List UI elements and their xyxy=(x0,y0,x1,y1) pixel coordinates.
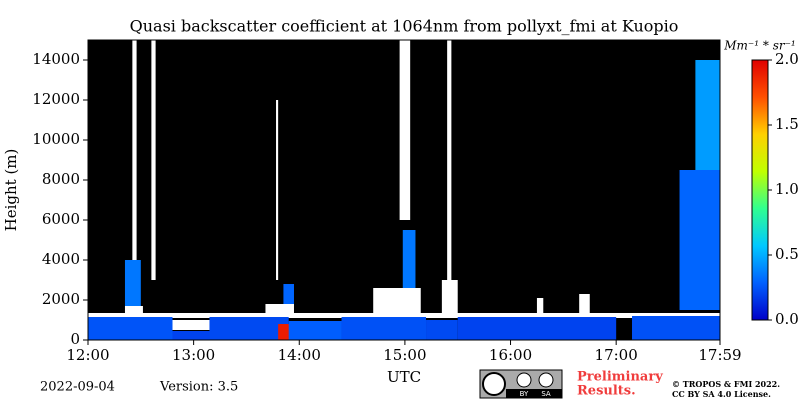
colorbar xyxy=(751,59,769,321)
heatmap-cell xyxy=(341,317,427,340)
x-axis-label: UTC xyxy=(387,368,421,386)
heatmap-cell xyxy=(283,284,294,304)
heatmap-cell xyxy=(426,320,458,340)
heatmap-cell xyxy=(209,317,289,340)
badge-by: BY xyxy=(520,390,529,398)
heatmap-cell xyxy=(632,316,720,340)
heatmap-cell xyxy=(124,260,141,306)
y-axis-label: Height (m) xyxy=(2,149,20,232)
by-icon xyxy=(516,372,532,388)
colorbar-tick-label: 0.0 xyxy=(775,310,799,328)
date: 2022-09-04 xyxy=(40,380,115,395)
masked-region xyxy=(399,40,411,220)
masked-region xyxy=(124,306,143,316)
heatmap-cell xyxy=(695,60,720,170)
colorbar-tick-label: 1.5 xyxy=(775,115,799,133)
y-tick-label: 4000 xyxy=(42,250,80,268)
y-tick-label: 8000 xyxy=(42,170,80,188)
x-tick-label: 13:00 xyxy=(172,346,215,364)
masked-region xyxy=(151,40,156,280)
x-tick-label: 14:00 xyxy=(278,346,321,364)
y-tick-label: 2000 xyxy=(42,290,80,308)
masked-region xyxy=(536,298,544,316)
colorbar-tick-label: 1.0 xyxy=(775,180,799,198)
license-badge: BY SA xyxy=(479,369,563,399)
preliminary-text: Results. xyxy=(577,384,636,399)
heatmap-cell xyxy=(679,170,720,310)
heatmap-cell xyxy=(88,317,173,340)
heatmap-cell xyxy=(172,331,210,340)
badge-strip xyxy=(506,389,562,398)
y-tick-label: 10000 xyxy=(32,130,80,148)
y-tick-label: 12000 xyxy=(32,90,80,108)
masked-region xyxy=(579,294,590,316)
masked-region xyxy=(441,280,458,316)
cc-logo xyxy=(482,372,506,396)
masked-region xyxy=(172,320,215,330)
badge-sa: SA xyxy=(541,390,551,398)
version: Version: 3.5 xyxy=(159,380,238,395)
heatmap-cell xyxy=(457,317,617,340)
x-tick-label: 17:00 xyxy=(595,346,638,364)
y-tick-label: 0 xyxy=(70,330,80,348)
heatmap-cell xyxy=(288,321,342,340)
sa-icon xyxy=(538,372,554,388)
x-tick-label: 15:00 xyxy=(383,346,426,364)
masked-region xyxy=(276,100,279,280)
x-tick-label: 12:00 xyxy=(66,346,109,364)
colorbar-label: Mm⁻¹ * sr⁻¹ xyxy=(723,39,795,53)
copyright: © TROPOS & FMI 2022. xyxy=(672,379,780,389)
chart-title: Quasi backscatter coefficient at 1064nm … xyxy=(130,17,679,36)
colorbar-tick-label: 2.0 xyxy=(775,50,799,68)
y-tick-label: 14000 xyxy=(32,50,80,68)
masked-region xyxy=(373,288,421,316)
x-tick-label: 16:00 xyxy=(489,346,532,364)
masked-region xyxy=(447,40,452,280)
license: CC BY SA 4.0 License. xyxy=(672,389,771,399)
masked-region xyxy=(265,304,294,316)
masked-region xyxy=(132,40,137,290)
preliminary-text: Preliminary xyxy=(577,370,663,385)
y-tick-label: 6000 xyxy=(42,210,80,228)
heatmap-cell xyxy=(278,324,291,340)
heatmap-cell xyxy=(402,230,416,288)
x-tick-label: 17:59 xyxy=(698,346,741,364)
plot-frame xyxy=(87,39,721,341)
colorbar-tick-label: 0.5 xyxy=(775,245,799,263)
